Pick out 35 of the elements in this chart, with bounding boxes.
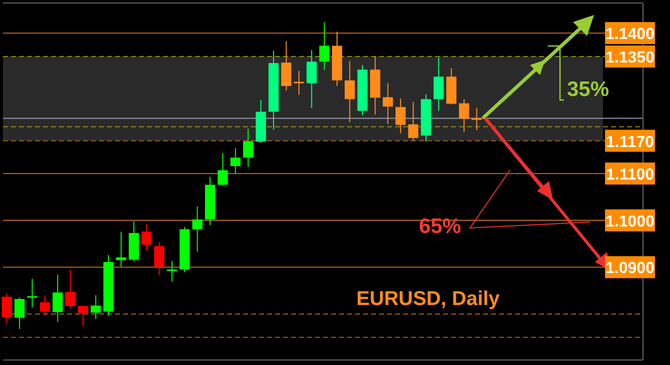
candlestick xyxy=(230,148,241,174)
candlestick xyxy=(90,294,101,320)
candlestick xyxy=(281,40,292,92)
candlestick xyxy=(14,297,25,330)
annotation: EURUSD, Daily xyxy=(356,288,501,310)
candlestick xyxy=(65,269,76,309)
y-tick-label: 1.0900 xyxy=(606,260,655,278)
candlestick xyxy=(472,107,482,130)
candlestick xyxy=(458,98,470,132)
candlestick xyxy=(243,128,254,168)
candlestick xyxy=(306,49,317,108)
y-tick-label: 1.1000 xyxy=(606,213,655,230)
candlestick xyxy=(192,206,202,252)
candlestick xyxy=(27,278,38,308)
annotation: 35% xyxy=(567,78,610,101)
y-tick-label: 1.1170 xyxy=(606,134,654,151)
candlestick xyxy=(382,82,393,124)
candlestick xyxy=(166,260,178,282)
annotation: 65% xyxy=(418,215,462,238)
y-tick-label: 1.1350 xyxy=(606,50,655,66)
candlestick xyxy=(408,101,418,141)
candlestick xyxy=(78,305,88,327)
y-tick-label: 1.1100 xyxy=(606,166,654,184)
candlestick xyxy=(344,60,355,123)
candlestick xyxy=(294,70,304,96)
candlestick xyxy=(434,56,444,112)
candlestick xyxy=(154,241,164,276)
candlestick xyxy=(40,294,50,316)
candlestick xyxy=(2,292,12,324)
y-tick-label: 1.1400 xyxy=(606,26,655,44)
candlestick xyxy=(319,22,330,71)
candlestick xyxy=(52,274,63,322)
candlestick xyxy=(218,152,228,186)
candlestick xyxy=(395,98,406,134)
candlestick xyxy=(141,223,152,251)
